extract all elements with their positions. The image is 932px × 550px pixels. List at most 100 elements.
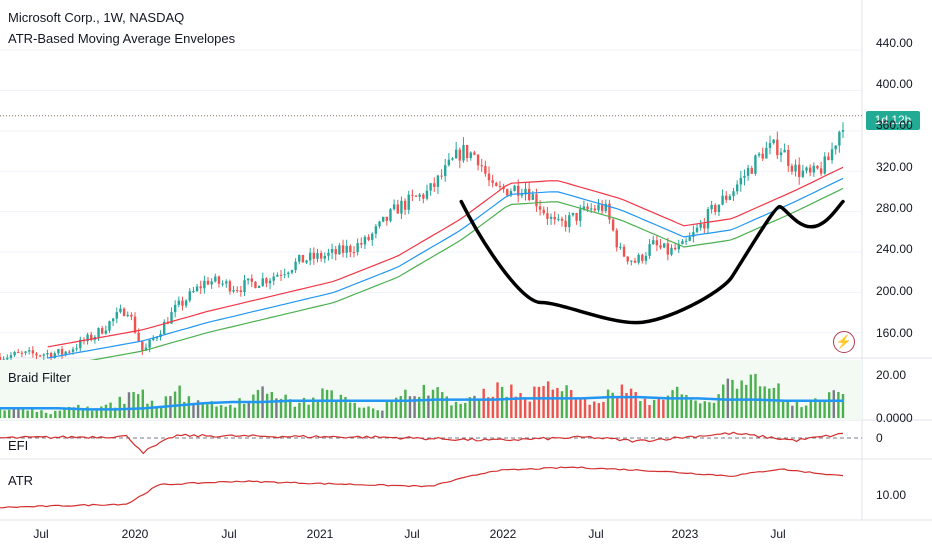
candle-body bbox=[130, 314, 133, 317]
countdown-badge: 1d 12h bbox=[866, 111, 920, 130]
candle-body bbox=[458, 149, 462, 161]
braid-bar bbox=[289, 399, 292, 418]
candle-body bbox=[425, 190, 429, 199]
candle-body bbox=[119, 308, 122, 313]
candle-body bbox=[644, 255, 648, 261]
braid-bar bbox=[602, 401, 605, 418]
candle-body bbox=[794, 164, 797, 172]
braid-bar bbox=[141, 389, 145, 418]
candle-body bbox=[57, 349, 60, 354]
candle-body bbox=[739, 177, 743, 185]
braid-bar bbox=[127, 392, 131, 418]
candle-body bbox=[46, 353, 49, 355]
candle-body bbox=[564, 220, 567, 228]
candle-body bbox=[593, 208, 597, 211]
braid-bar bbox=[132, 392, 135, 418]
candle-body bbox=[345, 245, 348, 253]
candle-body bbox=[586, 206, 589, 210]
braid-bar bbox=[376, 410, 379, 418]
braid-bar bbox=[464, 402, 467, 418]
candle-body bbox=[695, 227, 699, 232]
candle-body bbox=[725, 195, 728, 200]
braid-bar bbox=[67, 406, 71, 418]
candle-body bbox=[265, 278, 268, 284]
candle-body bbox=[808, 167, 812, 173]
candle-body bbox=[199, 286, 202, 289]
atr-tick: 10.00 bbox=[876, 488, 907, 502]
lightning-icon[interactable]: ⚡ bbox=[833, 331, 855, 353]
candle-body bbox=[703, 223, 706, 229]
braid-bar bbox=[123, 403, 126, 418]
candle-body bbox=[20, 352, 24, 354]
candle-body bbox=[239, 290, 243, 293]
candle-body bbox=[27, 350, 31, 352]
candle-body bbox=[352, 251, 356, 253]
candle-body bbox=[414, 195, 418, 197]
braid-bar bbox=[657, 397, 660, 418]
braid-bar bbox=[837, 391, 840, 418]
braid-bar bbox=[698, 403, 702, 418]
braid-bar bbox=[95, 409, 98, 418]
candle-body bbox=[236, 290, 239, 292]
candle-body bbox=[692, 231, 695, 237]
candle-body bbox=[491, 180, 494, 183]
braid-bar bbox=[487, 397, 490, 418]
candle-body bbox=[31, 350, 35, 354]
braid-bar bbox=[413, 396, 416, 418]
candle-body bbox=[287, 272, 290, 275]
braid-bar bbox=[583, 398, 587, 418]
braid-bar bbox=[284, 394, 287, 418]
braid-bar bbox=[565, 385, 568, 418]
braid-bar bbox=[293, 406, 297, 418]
braid-bar bbox=[491, 396, 495, 418]
braid-bar bbox=[652, 399, 656, 418]
braid-bar bbox=[745, 384, 748, 418]
candle-body bbox=[641, 254, 644, 261]
candle-body bbox=[152, 338, 155, 340]
candle-body bbox=[816, 165, 819, 169]
atr-label: ATR bbox=[8, 473, 34, 488]
braid-bar bbox=[611, 392, 614, 418]
braid-bar bbox=[215, 406, 218, 418]
braid-bar bbox=[722, 384, 725, 418]
candle-body bbox=[520, 194, 524, 196]
braid-bar bbox=[551, 389, 554, 418]
braid-bar bbox=[63, 408, 66, 418]
candle-body bbox=[122, 308, 126, 316]
braid-bar bbox=[219, 405, 223, 418]
candle-body bbox=[765, 147, 768, 159]
braid-bar bbox=[459, 403, 462, 418]
braid-bar bbox=[404, 389, 407, 418]
candle-body bbox=[746, 168, 750, 176]
candle-body bbox=[243, 280, 246, 293]
braid-bar bbox=[431, 389, 435, 418]
candle-body bbox=[38, 355, 42, 357]
braid-bar bbox=[104, 404, 108, 418]
y-tick: 400.00 bbox=[876, 77, 913, 91]
braid-bar bbox=[206, 404, 209, 418]
candle-body bbox=[279, 274, 283, 276]
braid-bar bbox=[353, 402, 356, 418]
braid-bar bbox=[31, 409, 34, 418]
braid-bar bbox=[450, 405, 453, 418]
braid-bar bbox=[620, 384, 624, 418]
braid-bar bbox=[818, 400, 822, 418]
candle-body bbox=[761, 153, 764, 159]
braid-bar bbox=[408, 396, 412, 418]
braid-bar bbox=[528, 401, 531, 418]
braid-tick: 0.0000 bbox=[876, 411, 913, 425]
braid-bar bbox=[12, 408, 16, 418]
braid-bar bbox=[390, 401, 393, 418]
candle-body bbox=[772, 139, 775, 144]
candle-body bbox=[652, 240, 655, 245]
braid-bar bbox=[3, 410, 6, 418]
candle-body bbox=[371, 233, 374, 240]
candle-body bbox=[115, 312, 118, 319]
candle-body bbox=[611, 219, 615, 231]
candle-body bbox=[440, 175, 443, 177]
candle-body bbox=[509, 191, 513, 196]
x-tick: 2022 bbox=[489, 527, 517, 541]
x-tick: Jul bbox=[33, 527, 49, 541]
braid-bar bbox=[233, 407, 237, 418]
braid-bar bbox=[795, 401, 799, 418]
